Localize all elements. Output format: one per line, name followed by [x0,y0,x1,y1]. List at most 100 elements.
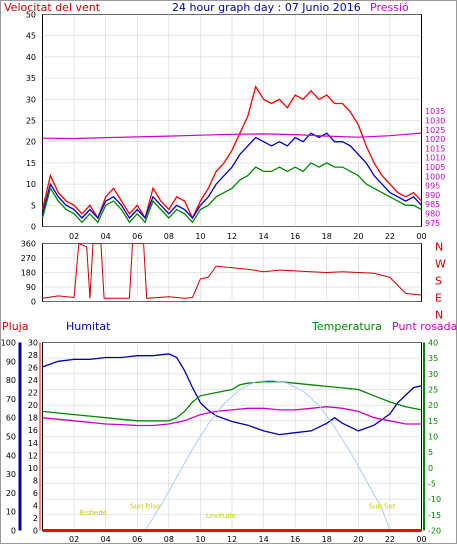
sun-label-3: Sun Set [368,503,395,511]
hum-ytick-20: 20 [6,489,16,498]
header-left: Velocitat del vent [4,1,101,14]
climate-xtick-10: 10 [195,535,205,544]
temp-ytick-20: 20 [428,401,438,410]
wind-ytick-25: 25 [26,117,36,126]
series-hum-line [42,353,422,436]
wind-ytick-40: 40 [26,53,36,62]
dir-compass-N-0: N [435,241,443,254]
wind-ytick-10: 10 [26,180,36,189]
dew-header: Punt rosada [392,320,457,333]
rain-ytick-6: 6 [33,489,38,498]
rain-ytick-20: 20 [28,401,38,410]
dir-compass-E-3: E [435,292,442,305]
climate-xtick-08: 08 [164,535,174,544]
temp-ytick--15: -15 [428,511,441,520]
temp-ytick-25: 25 [428,386,438,395]
pressure-ytick-1015: 1015 [425,144,445,153]
wind-xtick-06: 06 [132,232,142,241]
hum-ytick-60: 60 [6,414,16,423]
temp-ytick-30: 30 [428,370,438,379]
humidity-header: Humitat [66,320,111,333]
dir-compass-N-4: N [435,309,443,322]
pressure-ytick-990: 990 [425,191,440,200]
pressure-ytick-985: 985 [425,200,440,209]
wind-ytick-0: 0 [31,223,36,232]
chart-layer: 0510152025303540455097598098599099510001… [1,11,446,544]
wind-xtick-10: 10 [195,232,205,241]
wind-xtick-22: 22 [385,232,395,241]
temp-header: Temperatura [311,320,382,333]
hum-ytick-90: 90 [6,357,16,366]
wind-ytick-45: 45 [26,32,36,41]
sun-label-2: Lovitude [206,512,236,520]
rain-ytick-8: 8 [33,476,38,485]
temp-ytick--5: -5 [428,480,436,489]
rain-ytick-10: 10 [28,464,38,473]
rain-ytick-22: 22 [28,389,38,398]
hum-ytick-10: 10 [6,508,16,517]
rain-ytick-16: 16 [28,426,38,435]
rain-ytick-18: 18 [28,414,38,423]
wind-xtick-18: 18 [322,232,332,241]
rain-ytick-26: 26 [28,364,38,373]
rain-ytick-28: 28 [28,351,38,360]
sun-label-0: Bisbede [79,509,107,517]
temp-ytick-40: 40 [428,339,438,348]
rain-ytick-24: 24 [28,376,38,385]
rain-ytick-4: 4 [33,501,38,510]
wind-xtick-14: 14 [258,232,268,241]
hum-ytick-40: 40 [6,451,16,460]
temp-ytick--10: -10 [428,495,441,504]
pressure-ytick-1035: 1035 [425,107,445,116]
wind-xtick-20: 20 [353,232,363,241]
pressure-ytick-1020: 1020 [425,135,445,144]
wind-ytick-30: 30 [26,95,36,104]
wind-xtick-12: 12 [227,232,237,241]
wind-ytick-35: 35 [26,74,36,83]
hum-ytick-0: 0 [11,527,16,536]
hum-ytick-30: 30 [6,470,16,479]
climate-xtick-06: 06 [132,535,142,544]
pressure-ytick-980: 980 [425,209,440,218]
climate-xtick-20: 20 [353,535,363,544]
series-temp-line [42,381,422,422]
series-dew-line [42,406,422,427]
pressure-ytick-1010: 1010 [425,154,445,163]
temp-ytick-5: 5 [428,448,433,457]
pressure-ytick-975: 975 [425,219,440,228]
dir-ytick-360: 360 [21,240,36,249]
hum-ytick-50: 50 [6,433,16,442]
series-wind_dir-line [42,242,422,299]
climate-xtick-12: 12 [227,535,237,544]
sun-label-1: Sun Rise [130,503,160,511]
series-wind_gust-line [41,84,422,220]
dir-ytick-90: 90 [26,283,36,292]
rain-ytick-12: 12 [28,451,38,460]
temp-ytick-10: 10 [428,433,438,442]
climate-xtick-16: 16 [290,535,300,544]
pressure-ytick-1005: 1005 [425,163,445,172]
wind-xtick-08: 08 [164,232,174,241]
temp-ytick-35: 35 [428,354,438,363]
wind-ytick-20: 20 [26,138,36,147]
dir-ytick-270: 270 [21,254,36,263]
dir-compass-S-2: S [435,275,442,288]
wind-xtick-00: 00 [416,232,426,241]
climate-xtick-02: 02 [69,535,79,544]
series-temp-line [41,162,422,224]
hum-ytick-100: 100 [1,339,16,348]
climate-xtick-14: 14 [258,535,268,544]
climate-xtick-18: 18 [322,535,332,544]
temp-ytick-0: 0 [428,464,433,473]
series-wind_avg-line [41,132,422,220]
climate-xtick-00: 00 [416,535,426,544]
rain-ytick-0: 0 [33,527,38,536]
wind-xtick-02: 02 [69,232,79,241]
climate-xtick-22: 22 [385,535,395,544]
header-right: Pressió [370,1,409,14]
wind-ytick-15: 15 [26,159,36,168]
header-center: 24 hour graph day : 07 Junio 2016 [172,1,361,14]
wind-ytick-50: 50 [26,11,36,20]
